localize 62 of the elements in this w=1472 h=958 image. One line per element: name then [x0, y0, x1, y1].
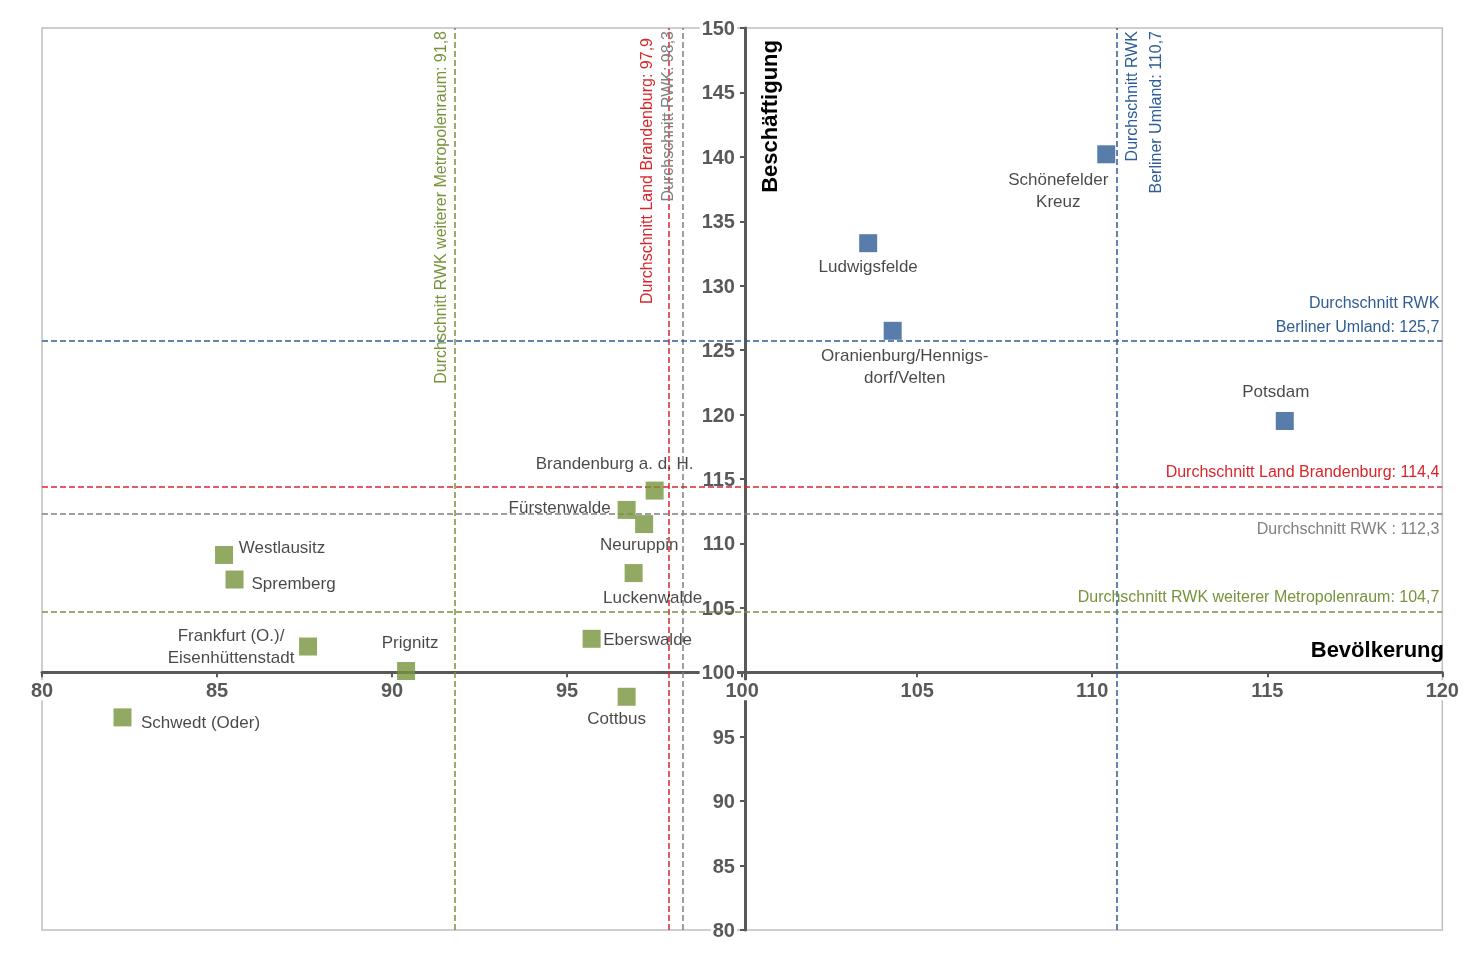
y-tick-label: 90 — [712, 790, 735, 813]
y-axis-title: Beschäftigung — [756, 40, 782, 193]
y-tick-label: 80 — [712, 919, 735, 941]
annotation: Schönefelder Kreuz — [1008, 169, 1109, 211]
ref-line-label: Durchschnitt RWK : 112,3 — [1256, 520, 1440, 538]
annotation: Fürstenwalde — [508, 498, 611, 518]
y-tick-label: 130 — [701, 274, 735, 297]
point — [1097, 145, 1116, 164]
ref-line-label: Durchschnitt RWK weiterer Metropolenraum: 104,7 — [1077, 588, 1440, 606]
x-tick-label: 85 — [205, 679, 229, 702]
y-tick-label: 85 — [712, 854, 735, 877]
ref-line-label: Durchschnitt RWK Berliner Umland: 125,7 — [1275, 293, 1440, 335]
ref-line-label: Durchschnitt Land Brandenburg: 114,4 — [1165, 463, 1440, 481]
annotation: Brandenburg a. d. H. — [535, 454, 694, 474]
x-tick-label: 80 — [30, 679, 54, 702]
point — [1275, 412, 1294, 431]
point — [624, 564, 643, 583]
y-tick-label: 135 — [701, 210, 735, 233]
annotation: Prignitz — [381, 633, 439, 653]
y-tick-label: 100 — [701, 661, 735, 684]
y-tick-label: 125 — [701, 339, 735, 362]
x-tick-label: 95 — [555, 679, 579, 702]
x-tick-label: 105 — [900, 679, 934, 702]
point — [299, 637, 318, 656]
annotation: Oranienburg/Hennigs- dorf/Velten — [821, 346, 989, 388]
annotation: Eberswalde — [603, 630, 693, 650]
annotation: Frankfurt (O.)/ Eisenhüttenstadt — [167, 626, 295, 668]
x-tick-label: 115 — [1251, 679, 1284, 702]
annotation: Schwedt (Oder) — [140, 712, 261, 732]
ref-line-label: Durchschnitt RWK Berliner Umland: 110,7 — [1123, 30, 1165, 194]
y-tick-label: 110 — [702, 532, 735, 555]
point — [617, 500, 636, 519]
x-tick-label: 120 — [1425, 679, 1459, 702]
ref-line-label: Durchschnitt RWK weiterer Metropolenraum: 91,8 — [431, 30, 449, 384]
point — [617, 687, 636, 706]
y-tick-label: 95 — [712, 725, 735, 748]
ref-line-label: Durchschnitt Land Brandenburg: 97,9 — [638, 37, 656, 304]
annotation: Ludwigsfelde — [818, 256, 918, 276]
point — [645, 481, 664, 500]
y-tick-label: 145 — [701, 81, 735, 104]
y-tick-label: 120 — [701, 403, 735, 426]
annotation: Potsdam — [1242, 381, 1310, 401]
annotation: Spremberg — [251, 574, 336, 594]
annotation: Neuruppin — [599, 534, 679, 554]
point — [883, 321, 902, 340]
point — [225, 570, 244, 589]
x-tick-label: 90 — [380, 679, 404, 702]
y-tick-label: 115 — [702, 468, 735, 490]
annotation: Cottbus — [587, 709, 646, 729]
annotation: Luckenwalde — [603, 587, 703, 607]
x-axis-title: Bevölkerung — [1310, 636, 1445, 662]
y-tick-label: 140 — [701, 145, 735, 168]
x-tick-label: 110 — [1076, 679, 1109, 702]
point — [397, 662, 416, 680]
y-tick-label: 150 — [701, 17, 735, 39]
point — [635, 515, 654, 534]
point — [215, 546, 234, 565]
point — [859, 234, 878, 253]
annotation: Westlausitz — [238, 537, 326, 557]
ref-line-label: Durchschnitt RWK: 98,3 — [659, 30, 677, 202]
point — [113, 708, 132, 727]
point — [582, 629, 601, 648]
